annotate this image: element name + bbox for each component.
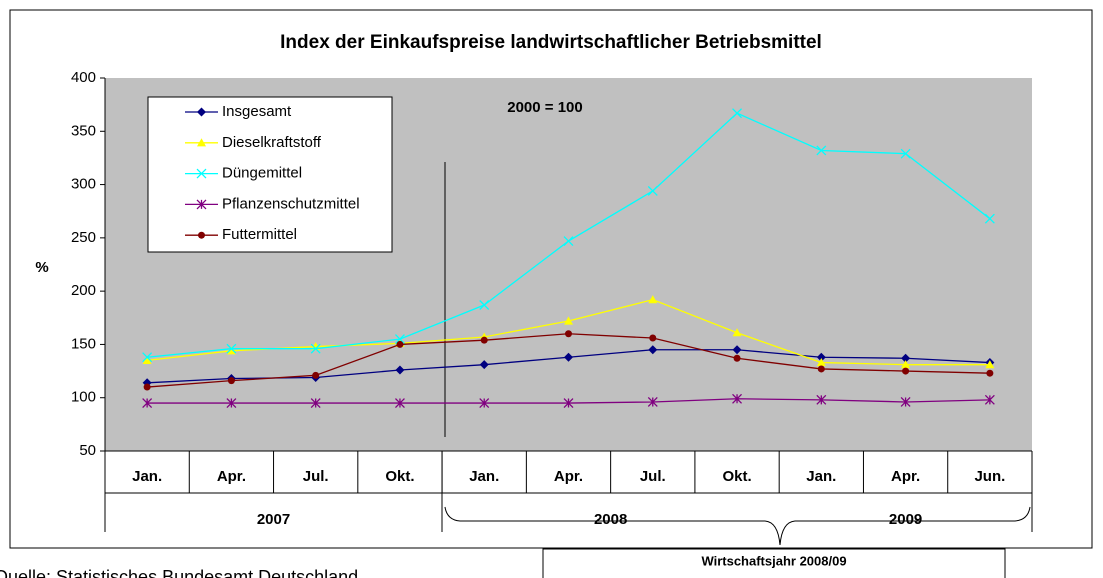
brace: [444, 506, 1031, 546]
marker: [900, 148, 911, 159]
marker: [816, 352, 826, 362]
marker: [394, 334, 405, 345]
marker: [396, 340, 404, 348]
marker: [816, 394, 827, 405]
marker: [901, 360, 911, 369]
y-tick-label: 300: [71, 176, 96, 193]
marker: [196, 199, 207, 210]
x-tick-label: Jun.: [974, 468, 1005, 485]
marker: [984, 213, 995, 224]
legend-label: Dieselkraftstoff: [222, 134, 322, 151]
marker: [479, 398, 490, 409]
marker: [648, 345, 658, 355]
x-tick-label: Jan.: [132, 468, 162, 485]
source: Quelle: Statistisches Bundesamt Deutschl…: [0, 567, 358, 578]
legend: [147, 96, 393, 253]
marker: [733, 354, 741, 362]
legend-label: Pflanzenschutzmittel: [222, 195, 360, 212]
season-box: [542, 548, 1006, 578]
x-tick-label: Apr.: [217, 468, 246, 485]
marker: [394, 398, 405, 409]
x-tick-label: Okt.: [385, 468, 414, 485]
x-tick-label: Jan.: [806, 468, 836, 485]
marker: [564, 316, 573, 325]
marker: [732, 393, 743, 404]
legend-label: Insgesamt: [222, 103, 292, 120]
marker: [900, 397, 911, 407]
x-tick-label: Jul.: [640, 468, 666, 485]
marker: [732, 345, 742, 355]
y-tick-label: 200: [71, 282, 96, 299]
legend-label: Düngemittel: [222, 165, 302, 182]
marker: [902, 367, 910, 375]
marker: [226, 343, 237, 354]
annotation: 2000 = 100: [507, 99, 583, 116]
marker: [226, 398, 237, 409]
group-label: 2009: [889, 511, 922, 528]
y-tick-label: 400: [71, 69, 96, 86]
marker: [563, 236, 574, 247]
marker: [647, 397, 658, 407]
y-tick-label: 250: [71, 229, 96, 246]
marker: [817, 365, 825, 373]
marker: [310, 343, 321, 354]
marker: [649, 334, 657, 342]
season-label: Wirtschaftsjahr 2008/09: [701, 553, 846, 568]
x-tick-label: Okt.: [722, 468, 751, 485]
marker: [480, 336, 488, 344]
marker: [984, 394, 995, 405]
y-tick-label: 150: [71, 335, 96, 352]
marker: [901, 353, 911, 363]
marker: [227, 377, 235, 385]
marker: [648, 295, 658, 304]
marker: [197, 107, 206, 117]
marker: [732, 108, 743, 119]
marker: [142, 355, 152, 365]
marker: [479, 300, 490, 310]
marker: [564, 352, 573, 362]
legend-label: Futtermittel: [222, 226, 297, 243]
marker: [198, 231, 205, 239]
marker: [986, 369, 994, 377]
marker: [816, 145, 827, 156]
marker: [647, 186, 658, 196]
marker: [395, 365, 405, 375]
x-tick-label: Jan.: [469, 468, 499, 485]
x-tick-label: Jul.: [303, 468, 329, 485]
marker: [479, 360, 489, 370]
marker: [565, 330, 572, 338]
marker: [226, 346, 236, 355]
group-label: 2008: [594, 511, 627, 528]
y-tick-label: 100: [71, 389, 96, 406]
marker: [197, 138, 206, 147]
chart-title: Index der Einkaufspreise landwirtschaftl…: [280, 32, 822, 53]
marker: [816, 358, 826, 367]
y-tick-label: 350: [71, 122, 96, 139]
x-tick-label: Apr.: [891, 468, 920, 485]
y-axis-label: %: [35, 259, 48, 276]
y-tick-label: 50: [79, 442, 96, 459]
marker: [732, 328, 742, 337]
marker: [312, 371, 320, 379]
x-tick-label: Apr.: [554, 468, 583, 485]
marker: [142, 352, 153, 363]
group-label: 2007: [257, 511, 290, 528]
marker: [143, 383, 151, 391]
marker: [142, 398, 153, 409]
marker: [196, 168, 207, 179]
marker: [985, 360, 995, 369]
marker: [563, 398, 574, 409]
marker: [310, 398, 321, 409]
